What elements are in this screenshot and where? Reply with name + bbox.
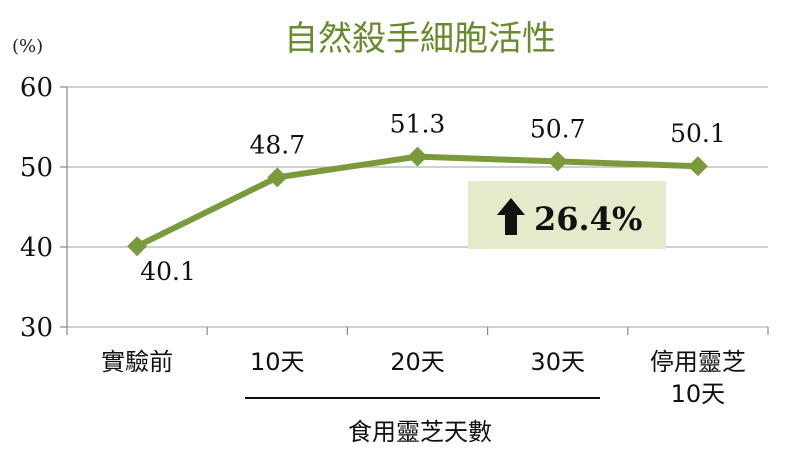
x-category-label-line: 10天: [671, 380, 726, 408]
gridlines: [60, 86, 769, 335]
callout-value: 26.4%: [534, 200, 642, 238]
x-category-label-line: 停用靈芝: [650, 348, 746, 376]
x-category-label-line: 10天: [250, 348, 305, 376]
data-point-marker: [687, 156, 708, 177]
data-label: 51.3: [390, 110, 446, 139]
chart-title: 自然殺手細胞活性: [284, 19, 556, 59]
y-tick-labels: 30 40 50 60: [20, 73, 53, 343]
data-point-marker: [127, 236, 148, 257]
series-line: [127, 146, 708, 257]
x-category-label: 實驗前: [101, 348, 173, 376]
data-point-marker: [407, 146, 428, 167]
up-arrow-icon: [497, 198, 525, 235]
x-category-label: 停用靈芝 10天: [650, 348, 746, 408]
y-tick-label: 50: [20, 153, 53, 183]
x-category-label: 20天: [390, 348, 445, 376]
x-category-labels: 實驗前 10天 20天 30天 停用靈芝 10天: [101, 348, 746, 408]
y-tick-label: 30: [20, 313, 53, 343]
annotation-callout: 26.4%: [468, 181, 666, 249]
data-label: 40.1: [140, 257, 196, 286]
x-axis-label: 食用靈芝天數: [348, 418, 492, 446]
data-label: 48.7: [249, 130, 305, 159]
x-category-label-line: 30天: [530, 348, 585, 376]
data-point-marker: [547, 151, 568, 172]
y-unit-label: (%): [12, 36, 43, 57]
x-category-label: 30天: [530, 348, 585, 376]
x-category-label-line: 20天: [390, 348, 445, 376]
data-labels: 40.1 48.7 51.3 50.7 50.1: [140, 110, 725, 287]
y-tick-label: 40: [20, 233, 53, 263]
y-tick-label: 60: [20, 73, 53, 103]
data-point-marker: [267, 167, 288, 188]
data-label: 50.7: [530, 114, 586, 143]
data-label: 50.1: [670, 119, 726, 148]
x-category-label: 10天: [250, 348, 305, 376]
x-category-label-line: 實驗前: [101, 348, 173, 376]
